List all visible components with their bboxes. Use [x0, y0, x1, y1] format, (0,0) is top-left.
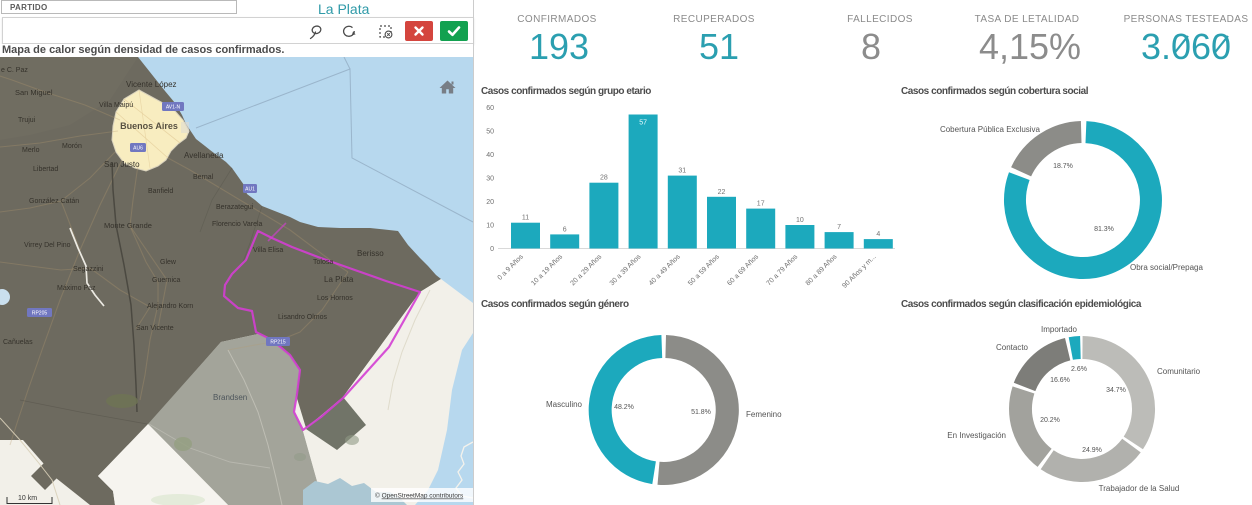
svg-text:57: 57 [639, 120, 647, 127]
svg-text:RP215: RP215 [270, 340, 286, 346]
svg-text:90 Años y m...: 90 Años y m... [841, 253, 877, 289]
svg-text:30 a 39 Años: 30 a 39 Años [609, 253, 643, 287]
svg-text:AU6: AU6 [133, 146, 143, 152]
svg-text:34.7%: 34.7% [1106, 387, 1126, 394]
svg-text:80 a 89 Años: 80 a 89 Años [805, 253, 839, 287]
svg-text:0 a 9 Años: 0 a 9 Años [497, 253, 526, 282]
svg-text:Morón: Morón [62, 143, 82, 150]
svg-text:16.6%: 16.6% [1050, 377, 1070, 384]
svg-text:Importado: Importado [1041, 325, 1078, 334]
svg-text:Banfield: Banfield [148, 188, 173, 195]
svg-text:31: 31 [678, 168, 686, 175]
svg-text:Berisso: Berisso [357, 249, 384, 258]
svg-text:Trujui: Trujui [18, 117, 36, 124]
svg-text:Brandsen: Brandsen [213, 393, 247, 402]
svg-text:Virrey Del Pino: Virrey Del Pino [24, 242, 71, 249]
svg-text:La Plata: La Plata [324, 275, 354, 284]
svg-text:2.6%: 2.6% [1071, 366, 1087, 373]
svg-text:50 a 59 Años: 50 a 59 Años [687, 253, 721, 287]
svg-text:Tolosa: Tolosa [313, 259, 333, 266]
svg-text:Glew: Glew [160, 259, 177, 266]
svg-text:17: 17 [757, 201, 765, 208]
svg-text:Buenos Aires: Buenos Aires [120, 121, 178, 131]
svg-text:Vicente López: Vicente López [126, 80, 177, 89]
svg-text:Masculino: Masculino [546, 400, 583, 409]
svg-text:González Catán: González Catán [29, 198, 79, 205]
svg-text:28: 28 [600, 175, 608, 182]
svg-text:Guernica: Guernica [152, 277, 181, 284]
svg-text:30: 30 [486, 176, 494, 183]
svg-text:Bernal: Bernal [193, 174, 214, 181]
svg-text:20.2%: 20.2% [1040, 417, 1060, 424]
svg-text:Segazzini: Segazzini [73, 266, 104, 273]
svg-text:7: 7 [837, 224, 841, 231]
svg-text:Lisandro Olmos: Lisandro Olmos [278, 314, 328, 321]
svg-text:San Miguel: San Miguel [15, 88, 53, 97]
svg-text:San Vicente: San Vicente [136, 325, 174, 332]
svg-text:18.7%: 18.7% [1053, 163, 1073, 170]
svg-text:Florencio Varela: Florencio Varela [212, 221, 263, 228]
svg-text:AV1-N: AV1-N [166, 105, 181, 111]
svg-text:24.9%: 24.9% [1082, 447, 1102, 454]
svg-text:81.3%: 81.3% [1094, 226, 1114, 233]
svg-text:60 a 69 Años: 60 a 69 Años [726, 253, 760, 287]
svg-text:40 a 49 Años: 40 a 49 Años [648, 253, 682, 287]
svg-text:60: 60 [486, 105, 494, 112]
svg-text:Máximo Paz: Máximo Paz [57, 285, 96, 292]
svg-text:Contacto: Contacto [996, 343, 1029, 352]
svg-text:AU1: AU1 [245, 187, 255, 193]
svg-text:10: 10 [486, 223, 494, 230]
svg-text:70 a 79 Años: 70 a 79 Años [765, 253, 799, 287]
svg-text:Femenino: Femenino [746, 410, 782, 419]
svg-text:Trabajador de la Salud: Trabajador de la Salud [1099, 484, 1180, 493]
svg-text:6: 6 [563, 226, 567, 233]
svg-text:Libertad: Libertad [33, 166, 58, 173]
svg-text:San Justo: San Justo [104, 160, 140, 169]
svg-text:Cañuelas: Cañuelas [3, 339, 33, 346]
svg-text:48.2%: 48.2% [614, 404, 634, 411]
svg-text:11: 11 [522, 215, 529, 222]
svg-text:4: 4 [876, 231, 880, 238]
svg-text:En Investigación: En Investigación [947, 431, 1006, 440]
svg-text:10: 10 [796, 217, 804, 224]
svg-text:RP205: RP205 [32, 311, 48, 317]
svg-text:Cobertura Pública Exclusiva: Cobertura Pública Exclusiva [940, 125, 1041, 134]
svg-text:e C. Paz: e C. Paz [1, 67, 28, 74]
svg-text:10 km: 10 km [18, 495, 37, 502]
svg-text:Villa Maipú: Villa Maipú [99, 102, 133, 109]
svg-text:Obra social/Prepaga: Obra social/Prepaga [1130, 263, 1203, 272]
svg-text:40: 40 [486, 152, 494, 159]
svg-text:0: 0 [490, 246, 494, 253]
svg-text:© OpenStreetMap contributors: © OpenStreetMap contributors [375, 492, 464, 500]
svg-text:22: 22 [718, 189, 726, 196]
svg-text:Los Hornos: Los Hornos [317, 295, 353, 302]
svg-text:Avellaneda: Avellaneda [184, 151, 224, 160]
svg-text:20 a 29 Años: 20 a 29 Años [569, 253, 603, 287]
svg-text:Monte Grande: Monte Grande [104, 221, 152, 230]
svg-text:10 a 19 Años: 10 a 19 Años [530, 253, 564, 287]
svg-text:Alejandro Korn: Alejandro Korn [147, 303, 193, 310]
svg-text:Merlo: Merlo [22, 147, 40, 154]
svg-text:51.8%: 51.8% [691, 409, 711, 416]
svg-text:Comunitario: Comunitario [1157, 367, 1201, 376]
svg-text:20: 20 [486, 199, 494, 206]
svg-text:Villa Elisa: Villa Elisa [253, 247, 283, 254]
svg-text:Berazategui: Berazategui [216, 204, 254, 211]
svg-text:50: 50 [486, 129, 494, 136]
